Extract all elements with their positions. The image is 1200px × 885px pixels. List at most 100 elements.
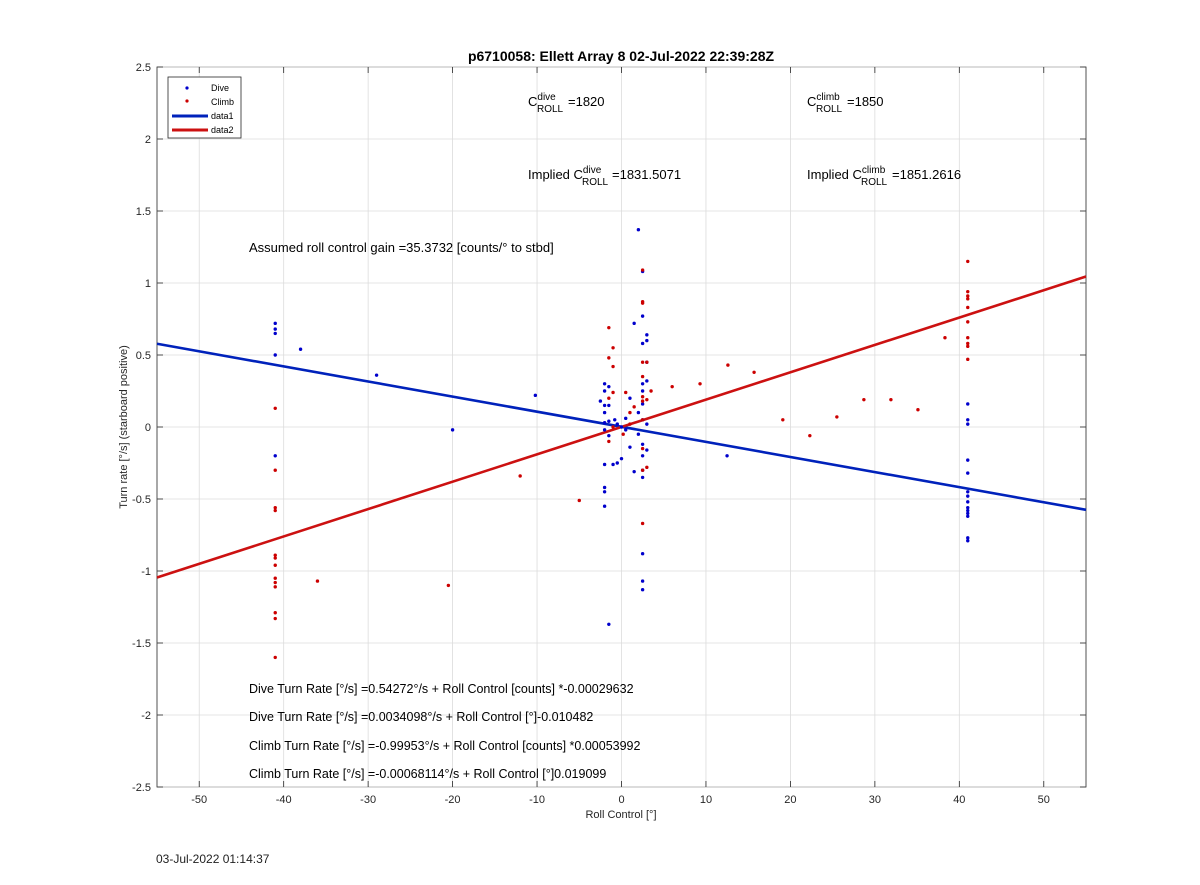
climb-point [640, 301, 645, 305]
x-tick-label: 10 [700, 794, 712, 806]
climb-point [966, 344, 970, 349]
climb-counts-equation: Climb Turn Rate [°/s] =-0.99953°/s + Rol… [249, 739, 641, 753]
dive-counts-equation: Dive Turn Rate [°/s] =0.54272°/s + Roll … [249, 682, 634, 696]
climb-point [607, 325, 611, 330]
dive-point [613, 418, 617, 422]
climb-point [645, 397, 649, 402]
climb-point [273, 611, 277, 615]
x-tick-label: 0 [618, 794, 624, 806]
climb-point [577, 498, 581, 503]
climb-point [781, 418, 785, 422]
y-axis-ticks: -2.5 -2 -1.5 -1 -0.5 0 0.5 1 1.5 2 2.5 [132, 62, 1086, 794]
climb-point [649, 389, 653, 393]
y-tick-label: 0 [145, 422, 151, 434]
climb-point [862, 397, 866, 402]
y-tick-label: 0.5 [136, 350, 151, 362]
climb-point [273, 468, 277, 472]
x-tick-label: 50 [1038, 794, 1050, 806]
c-roll-climb-annotation: Cclimb ROLL =1850 [807, 92, 884, 115]
dive-point [602, 462, 607, 467]
dive-point [602, 420, 607, 425]
dive-point [645, 422, 649, 426]
dive-point [374, 373, 379, 377]
dive-point [636, 410, 641, 415]
dive-point [602, 403, 607, 408]
climb-point [640, 468, 645, 472]
climb-point [645, 360, 649, 364]
y-tick-label: 1 [145, 278, 151, 290]
dive-point [273, 454, 277, 458]
x-axis-label: Roll Control [°] [585, 809, 656, 821]
dive-point [640, 314, 645, 318]
dive-point [602, 428, 607, 432]
dive-point [966, 508, 970, 513]
climb-point [273, 616, 277, 621]
climb-point [273, 553, 277, 557]
climb-point [966, 320, 970, 324]
climb-point [645, 465, 649, 470]
climb-point [640, 268, 645, 272]
climb-point [916, 408, 920, 412]
climb-point [966, 289, 970, 294]
climb-point [273, 505, 277, 510]
x-tick-label: 20 [784, 794, 796, 806]
climb-point [611, 425, 615, 429]
dive-point [640, 402, 645, 406]
legend-dive-label: Dive [211, 83, 229, 93]
svg-text:ROLL: ROLL [537, 104, 564, 115]
climb-point [966, 297, 970, 301]
dive-point [628, 396, 632, 400]
climb-point [640, 395, 645, 399]
dive-point [607, 622, 611, 626]
grid-lines [157, 66, 1086, 788]
legend-climb-marker [185, 99, 189, 103]
climb-point [628, 422, 632, 426]
climb-point [943, 336, 947, 340]
legend-data2-label: data2 [211, 125, 234, 135]
dive-point [602, 490, 607, 494]
y-tick-label: 1.5 [136, 206, 151, 218]
dive-point [966, 490, 970, 494]
climb-point [966, 305, 970, 310]
climb-point [640, 418, 645, 422]
dive-point [966, 471, 970, 475]
dive-point [607, 384, 611, 389]
dive-point [624, 416, 628, 421]
legend-box [167, 76, 242, 139]
chart-title: p6710058: Ellett Array 8 02-Jul-2022 22:… [468, 48, 775, 64]
dive-point [611, 462, 615, 467]
y-tick-label: -1 [141, 566, 151, 578]
climb-point [640, 360, 645, 364]
climb-point [607, 356, 611, 360]
climb-point [640, 374, 645, 379]
climb-point [726, 363, 730, 367]
climb-point [698, 382, 702, 386]
dive-point [602, 382, 607, 386]
svg-text:ROLL: ROLL [861, 177, 888, 188]
dive-point [640, 552, 645, 556]
dive-point [966, 505, 970, 510]
c-roll-dive-annotation: Cdive ROLL =1820 [528, 92, 605, 115]
x-tick-label: -30 [360, 794, 376, 806]
x-tick-label: 40 [953, 794, 965, 806]
svg-text:=1820: =1820 [568, 94, 605, 109]
climb-point [607, 396, 611, 400]
roll-gain-annotation: Assumed roll control gain =35.3732 [coun… [249, 240, 554, 255]
svg-text:ROLL: ROLL [582, 177, 609, 188]
dive-point [636, 432, 641, 436]
svg-text:=1851.2616: =1851.2616 [892, 167, 961, 182]
legend: Dive Climb data1 data2 [167, 76, 242, 139]
footer-timestamp: 03-Jul-2022 01:14:37 [156, 852, 270, 866]
dive-point [602, 389, 607, 393]
climb-point [966, 294, 970, 298]
climb-point [621, 432, 625, 436]
climb-point [315, 579, 320, 583]
dive-point [607, 433, 611, 438]
implied-c-roll-climb-annotation: Implied Cclimb ROLL =1851.2616 [807, 165, 961, 188]
climb-point [611, 390, 615, 395]
climb-point [640, 446, 645, 451]
climb-point [966, 336, 970, 340]
climb-point [889, 397, 893, 402]
y-tick-label: -0.5 [132, 494, 151, 506]
climb-point [966, 357, 970, 362]
